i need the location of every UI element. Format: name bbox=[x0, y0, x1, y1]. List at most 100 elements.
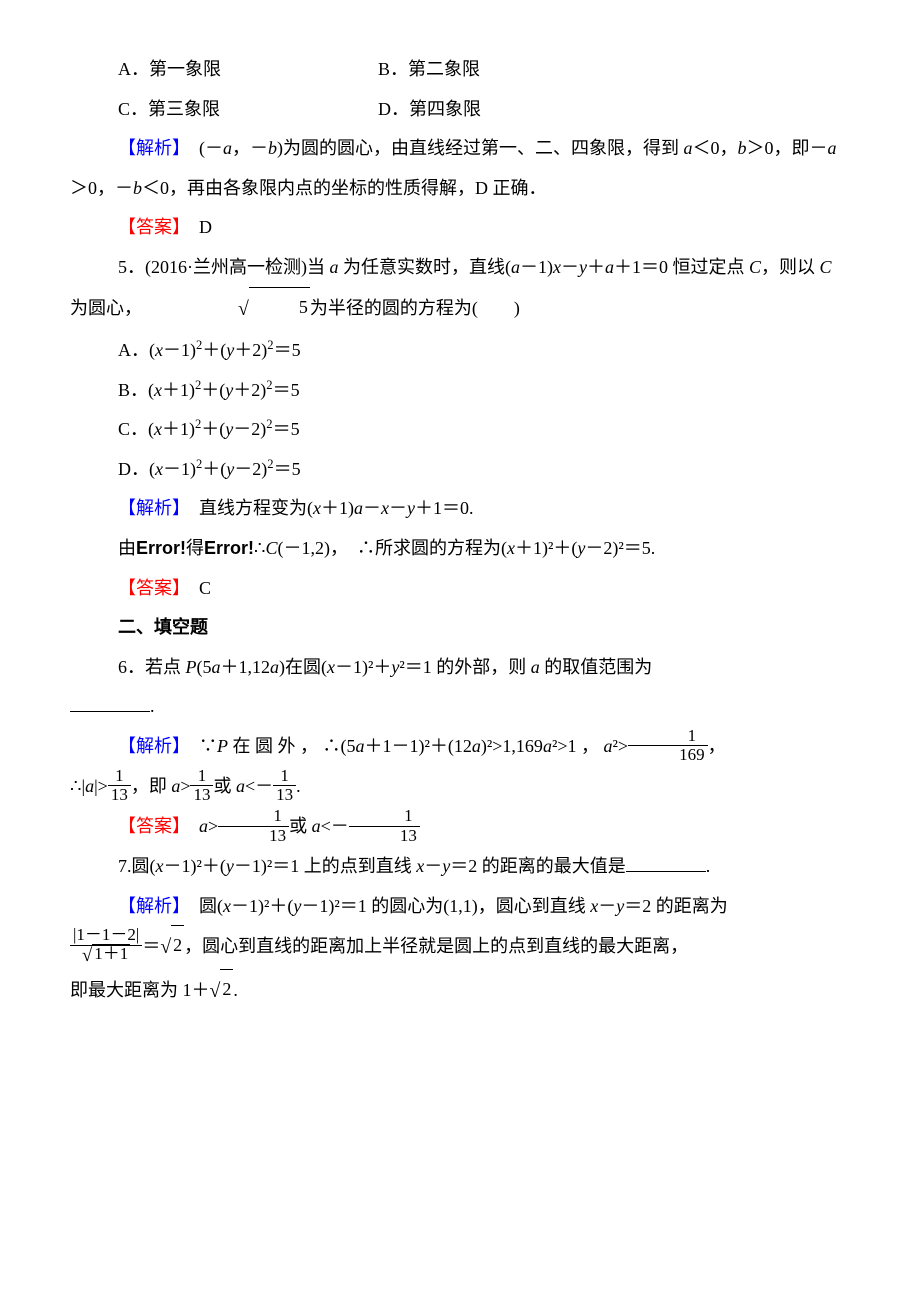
text: －1)²＋ bbox=[335, 657, 391, 677]
answer-label: 【答案】 bbox=[118, 816, 199, 836]
answer-blank bbox=[70, 696, 150, 712]
q5-option-b: B．(x＋1)2＋(y＋2)2＝5 bbox=[118, 371, 850, 411]
var-p: P bbox=[217, 736, 228, 756]
text: <－ bbox=[321, 816, 349, 836]
text: ＞0，即－ bbox=[747, 138, 828, 158]
text: ＋ bbox=[587, 257, 605, 277]
var-x: x bbox=[156, 856, 164, 876]
frac-1-169: 1169 bbox=[628, 727, 708, 765]
q6-stem: 6．若点 P(5a＋1,12a)在圆(x－1)²＋y²＝1 的外部，则 a 的取… bbox=[70, 648, 850, 688]
q5-stem: 5．(2016·兰州高一检测)当 a 为任意实数时，直线(a－1)x－y＋a＋1… bbox=[70, 248, 850, 331]
var-a: a bbox=[212, 657, 221, 677]
q4-options-row1: A．第一象限 B．第二象限 bbox=[118, 50, 850, 90]
text: ∵ bbox=[199, 736, 217, 756]
var-x: x bbox=[553, 257, 561, 277]
frac-distance: |1－1－2|√1＋1 bbox=[70, 926, 142, 966]
frac-1-13: 113 bbox=[108, 767, 131, 805]
var-a: a bbox=[604, 736, 613, 756]
var-x: x bbox=[313, 498, 321, 518]
error-text: Error! bbox=[136, 538, 186, 558]
q5-analysis-2: 由Error!得Error!∴C(－1,2)， ∴所求圆的方程为(x＋1)²＋(… bbox=[70, 529, 850, 569]
text: －1)²＝1 的圆心为(1,1)，圆心到直线 bbox=[301, 896, 590, 916]
var-a: a bbox=[472, 736, 481, 756]
analysis-label: 【解析】 bbox=[118, 498, 199, 518]
q5-option-c: C．(x＋1)2＋(y－2)2＝5 bbox=[118, 410, 850, 450]
var-y: y bbox=[579, 257, 587, 277]
frac-1-13: 113 bbox=[190, 767, 213, 805]
text: ＞0，－ bbox=[70, 178, 133, 198]
q5-option-a: A．(x－1)2＋(y＋2)2＝5 bbox=[118, 331, 850, 371]
var-x: x bbox=[590, 896, 598, 916]
text: ， bbox=[708, 736, 726, 756]
text: ＝2 的距离的最大值是 bbox=[450, 856, 626, 876]
q7-stem: 7.圆(x－1)²＋(y－1)²＝1 上的点到直线 x－y＝2 的距离的最大值是… bbox=[70, 847, 850, 887]
sqrt-2: √2 bbox=[160, 926, 184, 970]
analysis-label: 【解析】 bbox=[118, 138, 199, 158]
text: ，－ bbox=[232, 138, 268, 158]
var-a: a bbox=[511, 257, 520, 277]
var-a: a bbox=[223, 138, 232, 158]
text: ²>1 ， bbox=[552, 736, 604, 756]
text: －1)²＝1 上的点到直线 bbox=[234, 856, 416, 876]
text: ＋1,12 bbox=[221, 657, 271, 677]
text: (－1,2)， ∴所求圆的方程为( bbox=[278, 538, 507, 558]
frac-1-13: 113 bbox=[273, 767, 296, 805]
q4-option-c: C．第三象限 bbox=[118, 90, 378, 130]
analysis-label: 【解析】 bbox=[118, 896, 199, 916]
q6-analysis-1: 【解析】 ∵P 在 圆 外 ， ∴(5a＋1－1)²＋(12a)²>1,169a… bbox=[70, 727, 850, 767]
text: 在 圆 外 ， ∴(5 bbox=[228, 736, 356, 756]
section-2-header: 二、填空题 bbox=[70, 608, 850, 648]
var-a: a bbox=[531, 657, 540, 677]
q4-option-b: B．第二象限 bbox=[378, 50, 480, 90]
var-y: y bbox=[226, 856, 234, 876]
var-c: C bbox=[820, 257, 832, 277]
q5-analysis-1: 【解析】 直线方程变为(x＋1)a－x－y＋1＝0. bbox=[70, 489, 850, 529]
var-x: x bbox=[223, 896, 231, 916]
var-a: a bbox=[356, 736, 365, 756]
q7-analysis-3: 即最大距离为 1＋√2. bbox=[70, 970, 850, 1014]
text: － bbox=[363, 498, 381, 518]
var-a: a bbox=[171, 776, 180, 796]
var-a: a bbox=[828, 138, 837, 158]
text: 7.圆( bbox=[118, 856, 156, 876]
answer-val: D bbox=[199, 217, 212, 237]
text: 为圆心， bbox=[70, 297, 142, 317]
text: －1)²＋( bbox=[164, 856, 226, 876]
text: ＋1＝0. bbox=[415, 498, 474, 518]
text: ＋1) bbox=[321, 498, 354, 518]
text: － bbox=[389, 498, 407, 518]
var-x: x bbox=[381, 498, 389, 518]
text: 圆( bbox=[199, 896, 223, 916]
text: －2)²＝5. bbox=[585, 538, 655, 558]
var-c: C bbox=[749, 257, 761, 277]
var-c: C bbox=[265, 538, 277, 558]
text: 得 bbox=[186, 538, 204, 558]
q4-option-d: D．第四象限 bbox=[378, 90, 481, 130]
text: ＋1)²＋( bbox=[515, 538, 577, 558]
text: ∴| bbox=[70, 776, 85, 796]
text: 6．若点 bbox=[118, 657, 186, 677]
frac-1-13: 113 bbox=[349, 807, 420, 845]
var-p: P bbox=[186, 657, 197, 677]
q7-analysis-2: |1－1－2|√1＋1＝√2，圆心到直线的距离加上半径就是圆上的点到直线的最大距… bbox=[70, 926, 850, 970]
text: ＝ bbox=[142, 936, 160, 956]
var-x: x bbox=[507, 538, 515, 558]
text: 由 bbox=[118, 538, 136, 558]
text: (5 bbox=[197, 657, 212, 677]
text: ，则以 bbox=[761, 257, 820, 277]
section-title: 二、填空题 bbox=[118, 617, 208, 637]
var-b: b bbox=[268, 138, 277, 158]
text: ²> bbox=[613, 736, 629, 756]
var-a: a bbox=[236, 776, 245, 796]
q4-options-row2: C．第三象限 D．第四象限 bbox=[118, 90, 850, 130]
text: (－ bbox=[199, 138, 223, 158]
q6-answer: 【答案】 a>113或 a<－113 bbox=[70, 807, 850, 847]
var-a: a bbox=[605, 257, 614, 277]
q6-blank-line: . bbox=[70, 687, 850, 727]
text: )为圆的圆心，由直线经过第一、二、四象限，得到 bbox=[277, 138, 684, 158]
text: <－ bbox=[245, 776, 273, 796]
var-x: x bbox=[327, 657, 335, 677]
text: 直线方程变为( bbox=[199, 498, 313, 518]
q5-option-d: D．(x－1)2＋(y－2)2＝5 bbox=[118, 450, 850, 490]
text: ²＝1 的外部，则 bbox=[399, 657, 530, 677]
